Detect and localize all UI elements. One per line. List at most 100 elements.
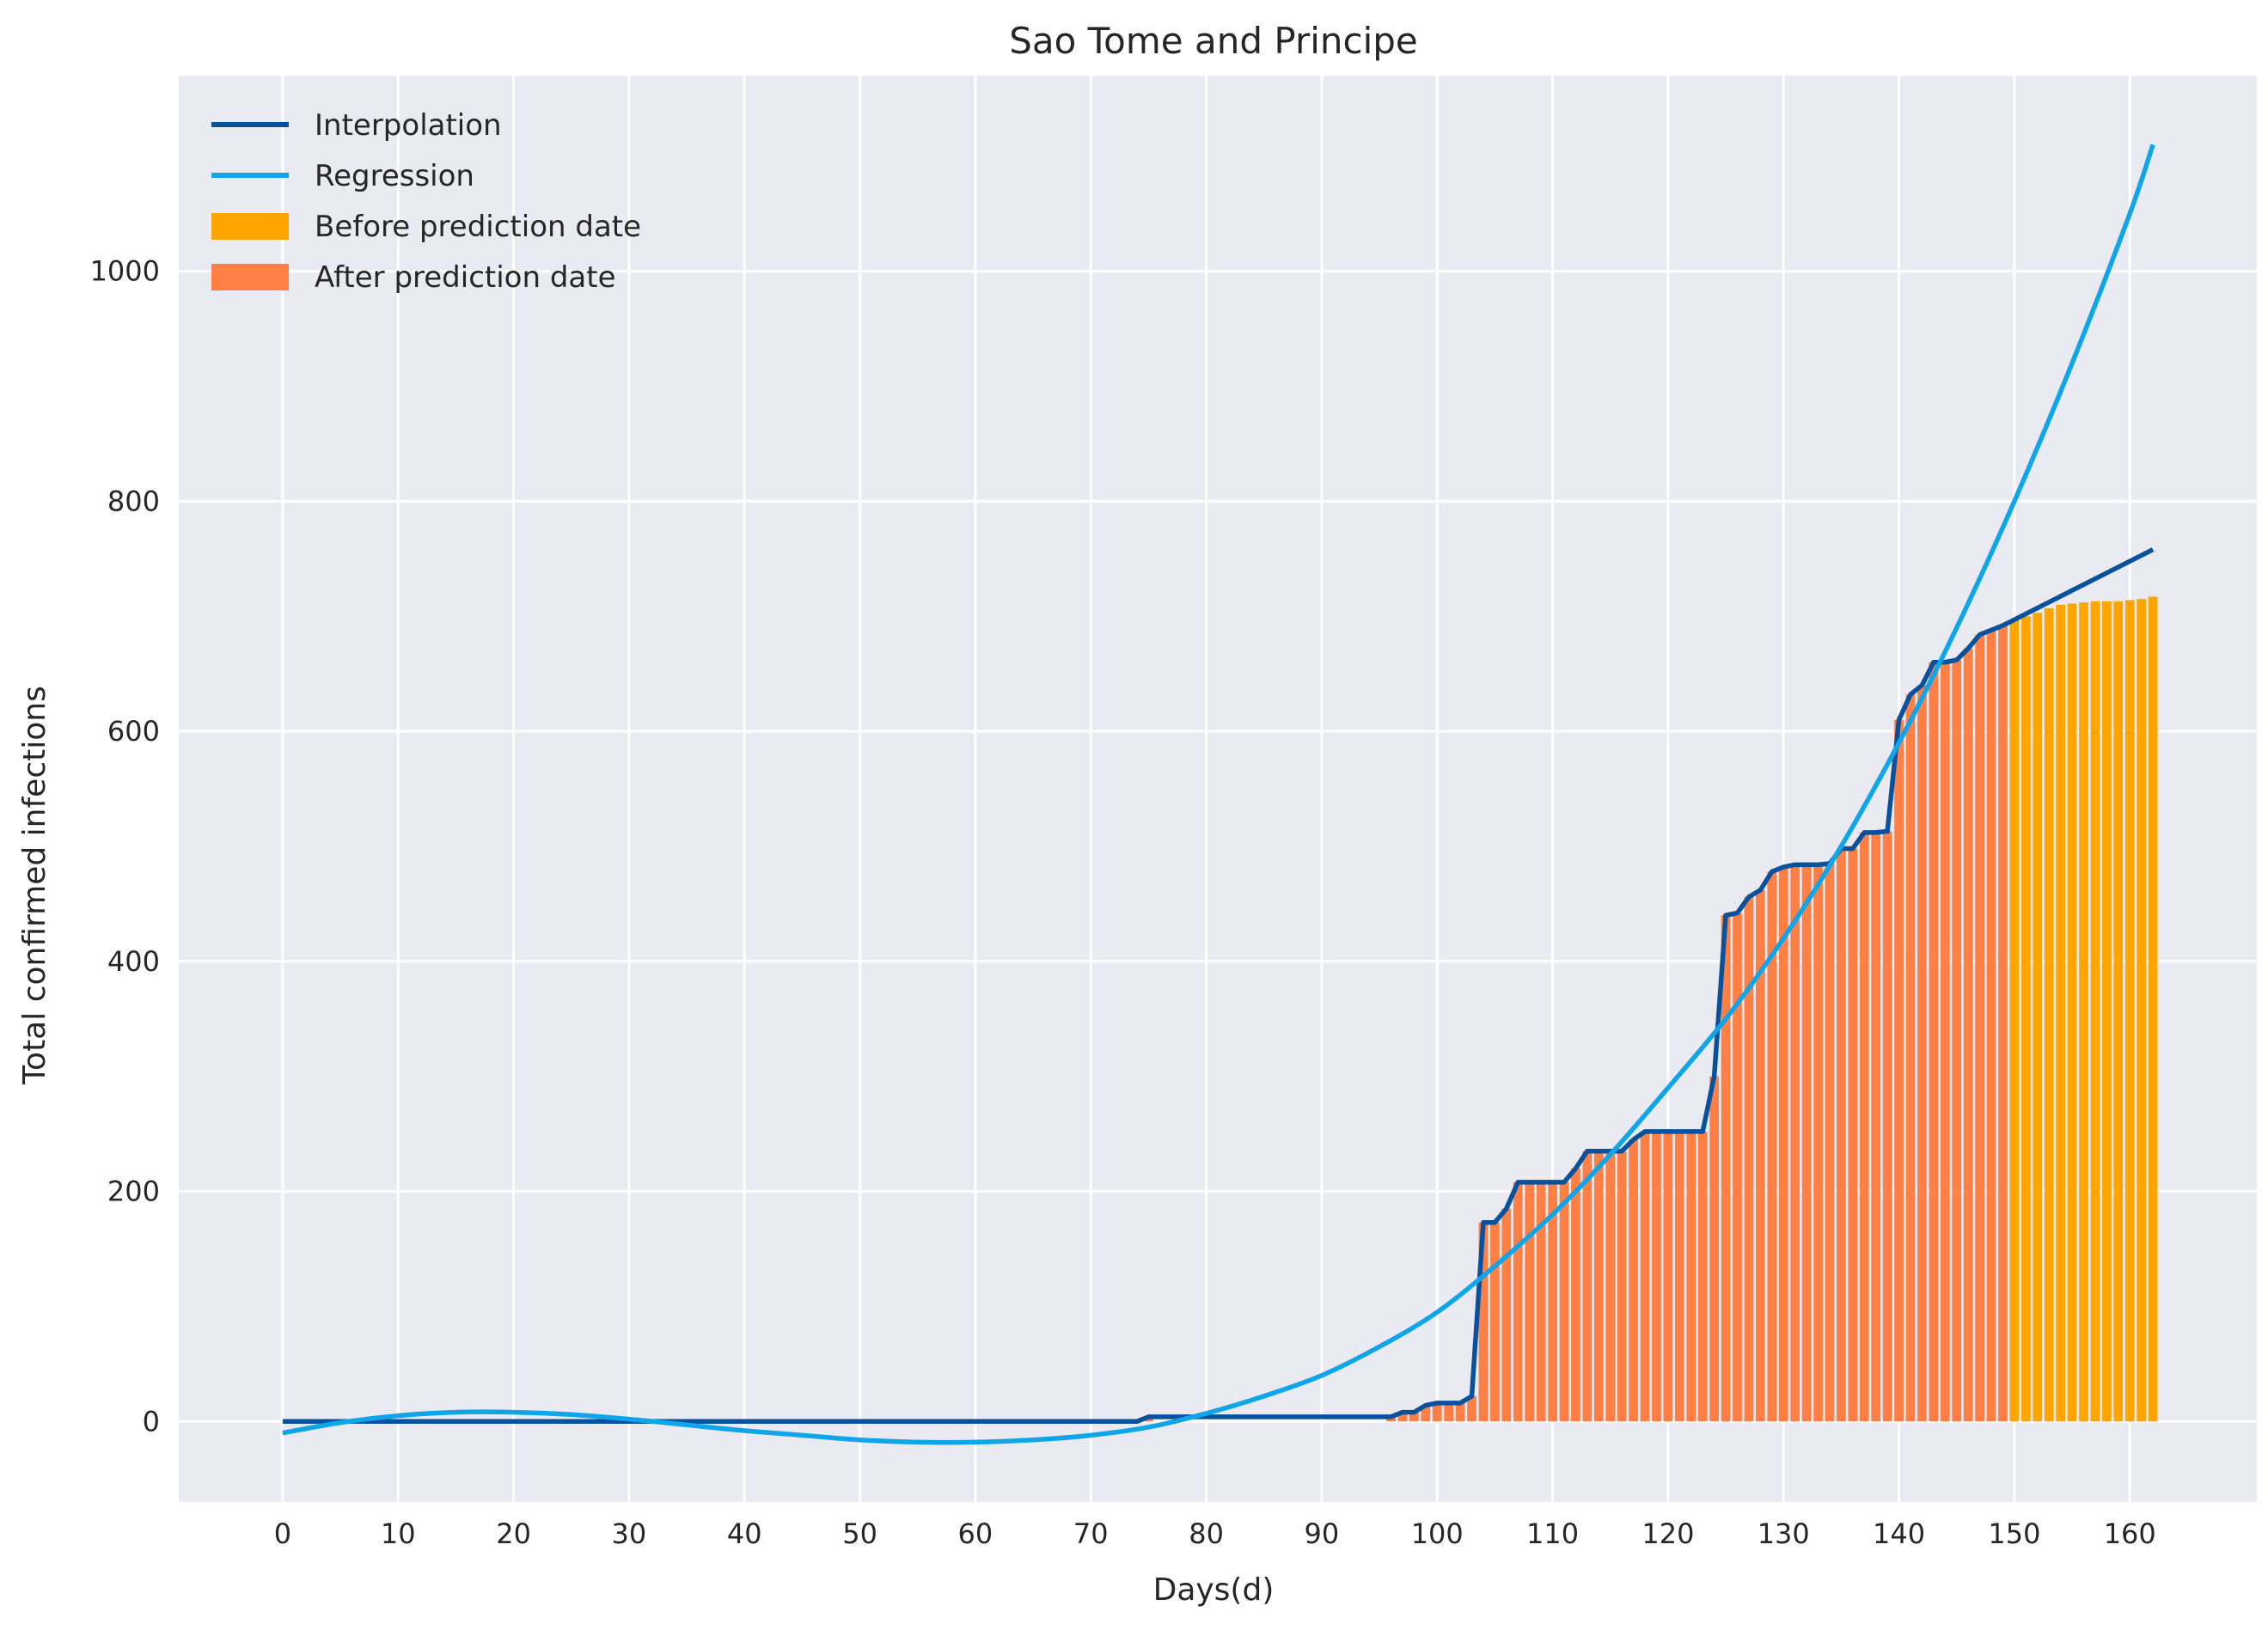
bar-before-prediction [2020,616,2031,1422]
bar-after-prediction [1813,864,1823,1422]
bar-after-prediction [1801,864,1812,1422]
bar-after-prediction [1917,685,1927,1422]
bar-after-prediction [1501,1208,1512,1422]
bar-after-prediction [1929,662,1939,1422]
bar-before-prediction [2090,601,2100,1422]
bar-after-prediction [1871,832,1881,1422]
bar-after-prediction [1674,1131,1684,1422]
x-tick-label: 100 [1411,1517,1464,1550]
bar-before-prediction [2113,601,2124,1422]
x-tick-label: 160 [2104,1517,2156,1550]
bar-before-prediction [2124,600,2135,1422]
bar-after-prediction [1432,1402,1442,1422]
bar-after-prediction [1525,1181,1535,1422]
legend-after-swatch [211,264,289,290]
regression-line [282,143,2155,1445]
x-tick-label: 110 [1526,1517,1579,1550]
bar-after-prediction [1478,1222,1489,1422]
x-tick-label: 140 [1873,1517,1925,1550]
bar-after-prediction [1733,913,1742,1422]
bar-before-prediction [2044,607,2054,1422]
bar-after-prediction [1513,1181,1523,1422]
x-tick-labels: 0 10 20 30 40 50 60 70 80 90 100 110 120 130 140 150 160 [274,1517,2156,1550]
y-axis-label: Total confirmed infections [17,686,52,1085]
legend-regression-label: Regression [315,159,474,193]
bar-before-prediction [2033,613,2043,1422]
x-tick-label: 0 [274,1517,291,1550]
x-axis-label: Days(d) [1153,1572,1275,1608]
legend-after-label: After prediction date [315,260,616,295]
bar-after-prediction [1559,1181,1569,1422]
bar-before-prediction [2079,602,2088,1422]
x-tick-label: 130 [1758,1517,1810,1550]
y-tick-label: 200 [107,1175,160,1208]
bar-after-prediction [1455,1402,1465,1422]
x-tick-label: 20 [496,1517,531,1550]
bar-after-prediction [1605,1151,1616,1422]
bar-after-prediction [1859,832,1869,1422]
x-tick-label: 80 [1189,1517,1224,1550]
bar-after-prediction [1686,1131,1696,1422]
x-tick-label: 90 [1305,1517,1340,1550]
bar-after-prediction [1837,848,1846,1422]
bar-after-prediction [1629,1139,1638,1422]
bar-after-prediction [1963,648,1973,1422]
legend-before-label: Before prediction date [315,210,641,244]
x-tick-label: 10 [381,1517,416,1550]
y-tick-label: 800 [107,485,160,517]
bar-after-prediction [1652,1131,1661,1422]
bar-after-prediction [1697,1131,1708,1422]
y-tick-label: 600 [107,715,160,748]
bar-after-prediction [1778,867,1788,1422]
legend-before-swatch [211,213,289,240]
bar-before-prediction [2067,603,2077,1422]
legend-interpolation-label: Interpolation [315,108,502,143]
bar-after-prediction [1663,1131,1673,1422]
bar-after-prediction [1409,1412,1419,1422]
y-tick-label: 0 [143,1405,160,1438]
bar-after-prediction [1582,1151,1592,1422]
interpolation-line [282,547,2155,1425]
x-tick-label: 60 [958,1517,993,1550]
bar-after-prediction [1617,1151,1627,1422]
x-tick-label: 30 [612,1517,647,1550]
x-tick-label: 50 [842,1517,877,1550]
x-tick-label: 70 [1073,1517,1109,1550]
bar-after-prediction [1536,1181,1546,1422]
bar-after-prediction [1444,1402,1454,1422]
bar-after-prediction [1998,625,2008,1422]
x-tick-label: 40 [727,1517,762,1550]
bar-after-prediction [1709,1076,1720,1422]
bar-after-prediction [1421,1405,1431,1422]
bar-after-prediction [1744,896,1754,1422]
legend: Interpolation Regression Before predicti… [211,108,641,295]
bars [1144,596,2158,1422]
bar-after-prediction [1894,719,1904,1422]
x-tick-label: 150 [1988,1517,2040,1550]
chart-title: Sao Tome and Principe [1009,20,1418,62]
bar-after-prediction [1905,694,1916,1422]
y-tick-label: 1000 [90,255,160,288]
y-tick-labels: 0 200 400 600 800 1000 [90,255,160,1438]
lines [282,143,2155,1445]
bar-after-prediction [1755,889,1765,1422]
bar-after-prediction [1940,662,1950,1422]
bar-after-prediction [1825,864,1835,1422]
bar-after-prediction [1571,1168,1580,1422]
y-tick-label: 400 [107,945,160,978]
bar-after-prediction [1882,831,1892,1422]
bar-after-prediction [1548,1181,1557,1422]
bar-after-prediction [1986,630,1996,1422]
bar-after-prediction [1640,1131,1650,1422]
bar-after-prediction [1767,871,1777,1422]
x-tick-label: 120 [1641,1517,1694,1550]
bar-after-prediction [1593,1151,1604,1422]
bar-before-prediction [2009,620,2020,1422]
bar-after-prediction [1790,864,1800,1422]
bar-after-prediction [1952,660,1962,1422]
bar-after-prediction [1848,848,1858,1422]
bar-after-prediction [1490,1222,1500,1422]
bar-before-prediction [2148,596,2158,1422]
bar-after-prediction [1975,634,1984,1422]
